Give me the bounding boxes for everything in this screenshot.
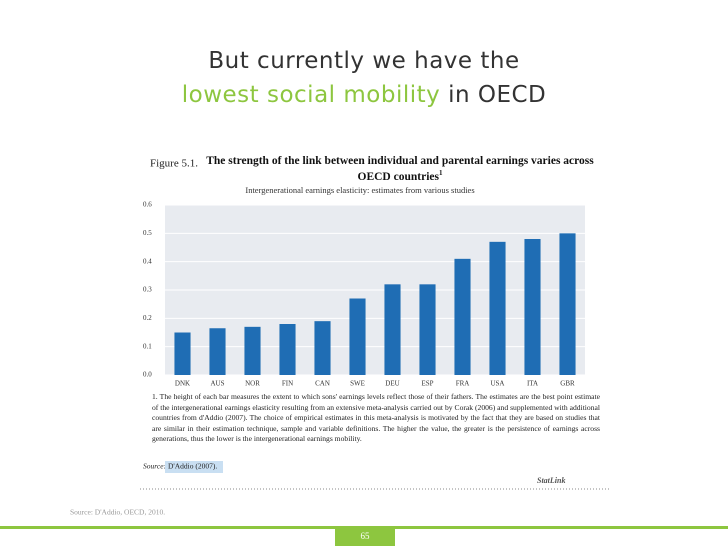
bar [349,298,366,375]
slide-title-line2: lowest social mobility in OECD [0,82,728,108]
x-tick-label: FIN [282,380,293,388]
source-label: Source: [143,462,166,471]
x-tick-label: CAN [315,380,330,388]
source-highlight [165,461,223,473]
title-rest: in OECD [448,82,547,108]
page-tab [335,526,395,546]
bar [209,328,226,375]
y-tick-label: 0.0 [143,371,152,379]
bar [314,321,331,375]
slide-source: Source: D'Addio, OECD, 2010. [70,508,165,517]
x-tick-label: NOR [245,380,260,388]
bar [454,258,471,375]
x-tick-label: DNK [175,380,190,388]
bar [489,241,506,375]
chart-title-box: The strength of the link between individ… [205,155,595,183]
y-tick-label: 0.1 [143,342,152,350]
y-tick-label: 0.5 [143,229,152,237]
bar [524,239,541,375]
x-tick-label: SWE [350,380,365,388]
x-tick-label: USA [490,380,504,388]
title-note: 1 [438,169,443,177]
x-tick-label: AUS [210,380,224,388]
bar [174,332,191,375]
chart-title: The strength of the link between individ… [206,155,594,183]
chart-source: D'Addio (2007). [168,462,217,471]
slide-title: But currently we have the [208,48,520,74]
statlink: StatLink [537,476,565,485]
y-tick-label: 0.3 [143,286,152,294]
bar [384,284,401,375]
chart-subtitle: Intergenerational earnings elasticity: e… [245,185,474,195]
x-tick-label: FRA [456,380,470,388]
x-tick-label: GBR [560,380,575,388]
y-tick-label: 0.6 [143,201,152,209]
x-tick-label: ESP [421,380,433,388]
bar [279,324,296,375]
x-tick-label: ITA [527,380,538,388]
bar [244,326,261,375]
page-number: 65 [361,531,371,541]
y-tick-label: 0.2 [143,314,152,322]
chart-note: 1. The height of each bar measures the e… [152,392,600,443]
figure-label: Figure 5.1. [150,158,198,170]
title-highlight: lowest social mobility [181,82,441,108]
bar [419,284,436,375]
chart-title-wrap: The strength of the link between individ… [205,155,595,183]
y-tick-label: 0.4 [143,257,152,265]
x-tick-label: DEU [385,380,399,388]
bar [559,233,576,375]
